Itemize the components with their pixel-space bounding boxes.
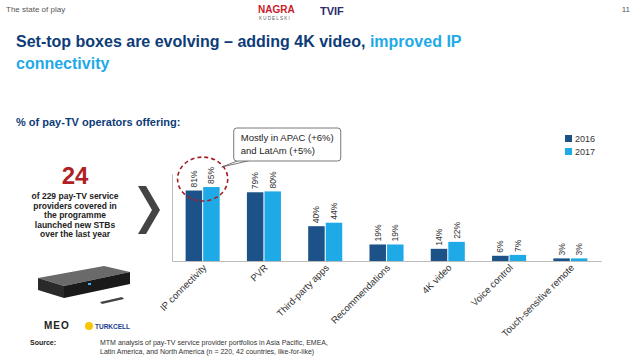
data-label: 19% [390, 224, 400, 241]
logo-nagra: NAGRA [258, 4, 295, 15]
bar [264, 191, 280, 261]
bar [448, 242, 464, 261]
data-label: 85% [206, 167, 216, 184]
bar [553, 258, 569, 261]
y-axis [172, 175, 173, 262]
logo-kudelski: KUDELSKI [259, 16, 291, 21]
x-tick: 4K video [420, 262, 454, 296]
y-axis-line [172, 175, 173, 262]
x-tick-label: PVR [248, 262, 270, 284]
highlight-ellipse [178, 157, 228, 201]
bar [247, 192, 263, 261]
stb-side [38, 278, 64, 298]
title-segment: connectivity [16, 55, 109, 72]
callout-label: Mostly in APAC (+6%) [241, 132, 334, 143]
callout-text: providers covered in [33, 201, 117, 211]
legend-swatch [565, 135, 572, 142]
title-line: Set-top boxes are evolving – adding 4K v… [16, 33, 462, 50]
bar [387, 244, 403, 261]
data-label: 7% [513, 239, 523, 252]
x-tick: IP connectivity [158, 262, 209, 313]
page-number: 11 [622, 5, 631, 14]
x-tick: Recommendations [329, 262, 393, 326]
x-tick: Voice control [469, 262, 515, 308]
header: The state of play [6, 5, 65, 14]
data-label: 3% [557, 243, 567, 256]
title-segment: improved IP [370, 33, 462, 50]
bar [326, 223, 342, 261]
legend: 2016 2017 [565, 134, 595, 157]
logo-tvif: TVIF [320, 5, 344, 17]
slide: The state of play 11 NAGRAKUDELSKI TVIF Set-… [0, 0, 638, 359]
stb-remote [100, 297, 124, 304]
logo-meo: MEO [44, 320, 70, 331]
data-label: 3% [574, 243, 584, 256]
source-text: MTM analysis of pay-TV service provider … [100, 339, 328, 347]
bar [492, 256, 508, 261]
legend-swatch [565, 148, 572, 155]
callout-number: 24 [62, 162, 89, 189]
callout-text: the programme [44, 210, 106, 220]
x-tick-label: 4K video [420, 262, 454, 296]
data-labels: 81% 79% 40% 19% 14% 6% 3% 85% 80% 44% 19% 22% 7% 3% [189, 167, 584, 256]
bar [308, 226, 324, 261]
data-label: 44% [329, 202, 339, 219]
x-axis-line [173, 261, 602, 262]
data-label: 6% [495, 240, 505, 253]
callout-label: and LatAm (+5%) [241, 145, 315, 156]
stb-light [88, 283, 91, 285]
callout-text: over the last year [40, 229, 111, 239]
callout-box [234, 128, 341, 161]
callout-text: of 229 pay-TV service [32, 191, 119, 201]
data-label: 81% [189, 170, 199, 187]
x-tick: Third-party apps [274, 262, 331, 319]
callout-text: launched new STBs [35, 220, 116, 230]
bar [186, 191, 202, 261]
legend-label: 2017 [575, 147, 595, 157]
bar [571, 258, 587, 261]
data-label: 80% [268, 171, 278, 188]
data-label: 14% [434, 228, 444, 245]
stb-front [64, 272, 130, 298]
logo-turkcell-mark [85, 322, 93, 330]
data-label: 79% [250, 172, 260, 189]
legend-label: 2016 [575, 134, 595, 144]
chevron-arrow [138, 186, 160, 234]
data-label: 19% [373, 224, 383, 241]
x-tick-label: IP connectivity [158, 262, 209, 313]
bar [510, 255, 526, 261]
set-top-box-image [38, 266, 130, 304]
annotation: Mostly in APAC (+6%) and LatAm (+5%) [178, 128, 341, 201]
data-label: 22% [452, 221, 462, 238]
bar [431, 249, 447, 261]
data-label: 40% [311, 206, 321, 223]
title-line: connectivity [16, 55, 109, 72]
bar [369, 244, 385, 261]
bars [186, 187, 588, 261]
x-axis: IP connectivity PVRThird-party appsRecomm… [158, 262, 602, 339]
background [0, 0, 638, 359]
bar [203, 187, 219, 261]
x-tick-label: Voice control [469, 262, 515, 308]
x-tick-label: Touch-sensitive remote [499, 262, 576, 339]
logo-turkcell: TURKCELL [95, 323, 130, 330]
x-tick-label: Third-party apps [274, 262, 331, 319]
title-segment: Set-top boxes are evolving – adding 4K v… [16, 33, 365, 50]
source-label: Source: [30, 339, 56, 346]
chart-title: % of pay-TV operators offering: [16, 116, 180, 128]
x-tick: Touch-sensitive remote [499, 262, 576, 339]
x-tick-label: Recommendations [329, 262, 393, 326]
source-text: Latin America, and North America (n = 22… [100, 348, 314, 356]
x-tick: PVR [248, 262, 270, 284]
